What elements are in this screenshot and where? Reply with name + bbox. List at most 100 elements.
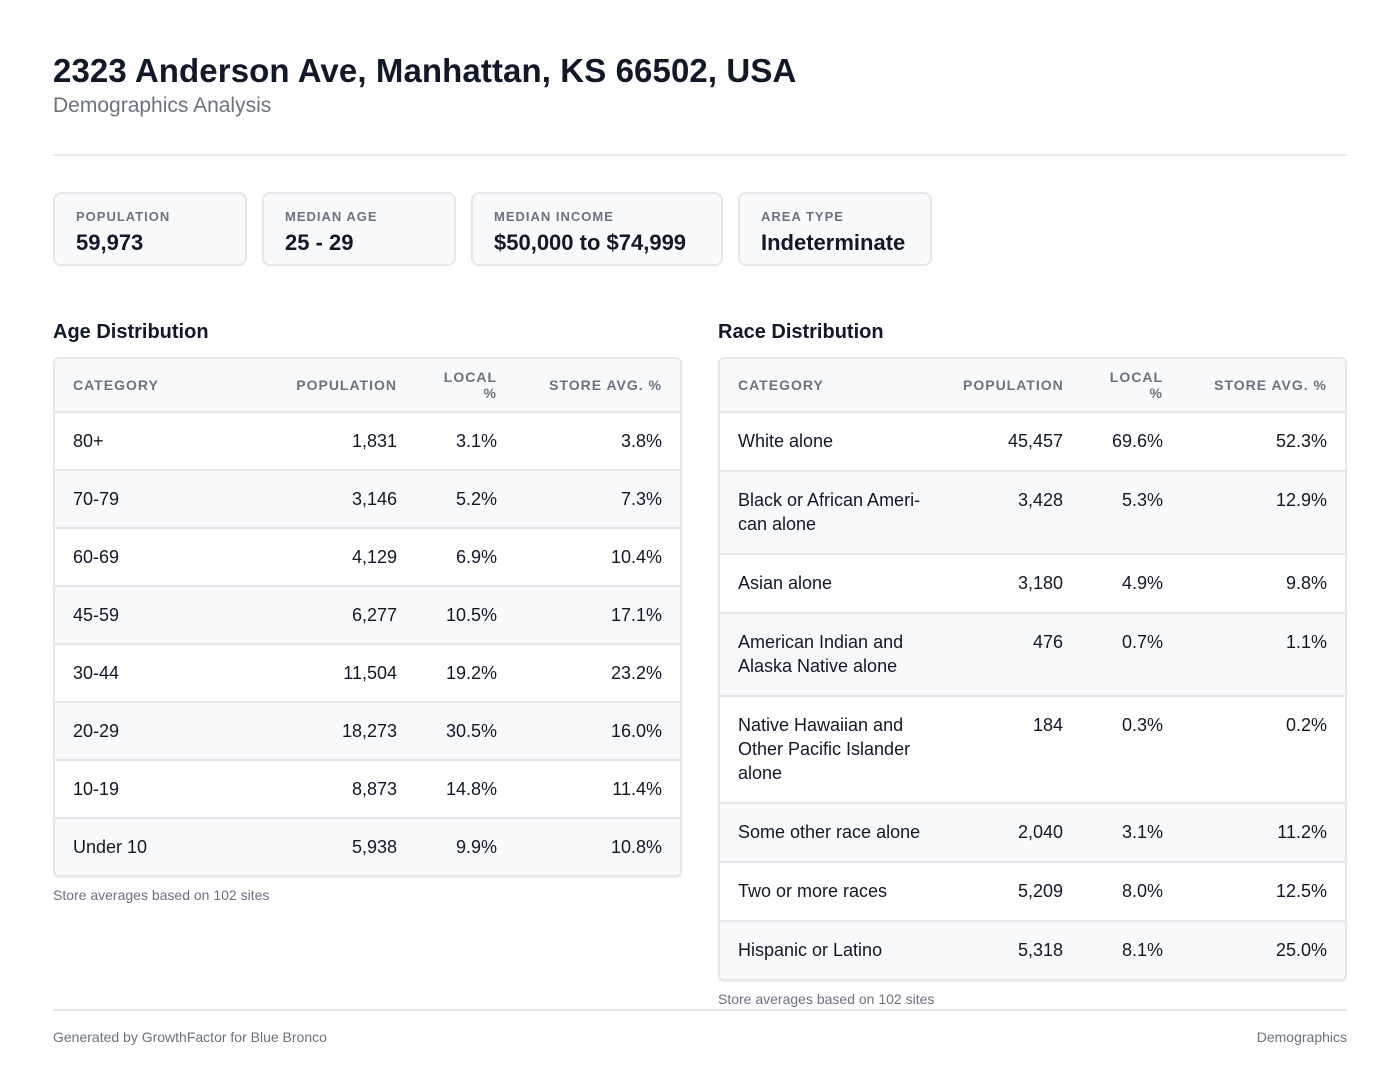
cell-local-pct: 69.6%	[1111, 431, 1163, 451]
table-row: Native Hawaiian and Other Pacific Island…	[720, 695, 1345, 803]
column-header-category: CATEGORY	[720, 359, 945, 413]
cell-store-avg-pct: 11.2%	[1181, 802, 1345, 862]
column-header-local-pct: LOCAL %	[415, 359, 515, 413]
cell-population: 18,273	[265, 701, 415, 760]
column-header-local-pct: LOCAL %	[1081, 359, 1181, 413]
table-row: White alone 45,457 69.6% 52.3%	[720, 412, 1345, 471]
race-table-container: CATEGORY POPULATION LOCAL % STORE AVG. %…	[718, 357, 1347, 981]
column-header-population: POPULATION	[945, 359, 1081, 413]
cell-population: 3,428	[945, 470, 1081, 554]
table-row: Two or more races 5,209 8.0% 12.5%	[720, 861, 1345, 921]
cell-local-pct: 8.1%	[1081, 920, 1181, 979]
cell-category: Hispanic or Latino	[720, 920, 945, 979]
cell-local-pct: 10.5%	[415, 585, 515, 644]
cell-store-avg-pct: 25.0%	[1181, 920, 1345, 979]
column-header-population: POPULATION	[265, 359, 415, 413]
cell-category: 80+	[73, 431, 104, 451]
table-row: 30-44 11,504 19.2% 23.2%	[55, 643, 680, 702]
table-row: 80+ 1,831 3.1% 3.8%	[55, 412, 680, 470]
cell-local-pct: 19.2%	[415, 643, 515, 702]
report-header: 2323 Anderson Ave, Manhattan, KS 66502, …	[53, 0, 1347, 156]
footer-credit: Generated by GrowthFactor for Blue Bronc…	[53, 1029, 327, 1045]
cell-category: 30-44	[55, 643, 265, 702]
cell-local-pct: 0.3%	[1081, 695, 1181, 803]
column-header-category: CATEGORY	[55, 359, 265, 413]
stat-value: 59,973	[76, 230, 144, 255]
cell-store-avg-pct: 11.4%	[515, 759, 680, 818]
cell-local-pct: 5.3%	[1081, 470, 1181, 554]
table-row: Asian alone 3,180 4.9% 9.8%	[720, 553, 1345, 613]
section-title: Race Distribution	[718, 321, 884, 343]
cell-store-avg-pct: 0.2%	[1181, 695, 1345, 803]
cell-population: 11,504	[265, 643, 415, 702]
stat-value: $50,000 to $74,999	[494, 230, 687, 255]
cell-population: 5,938	[265, 817, 415, 875]
report-footer: Generated by GrowthFactor for Blue Bronc…	[53, 1009, 1347, 1045]
cell-category: Under 10	[55, 817, 265, 875]
cell-population: 45,457	[1007, 431, 1063, 451]
cell-category: Native Hawaiian and Other Pacific Island…	[720, 695, 945, 803]
cell-population: 5,209	[945, 861, 1081, 921]
page-subtitle: Demographics Analysis	[53, 94, 272, 117]
table-row: 20-29 18,273 30.5% 16.0%	[55, 701, 680, 760]
page-title: 2323 Anderson Ave, Manhattan, KS 66502, …	[53, 52, 797, 89]
stat-label: MEDIAN INCOME	[494, 209, 614, 224]
cell-store-avg-pct: 16.0%	[515, 701, 680, 760]
cell-population: 5,318	[945, 920, 1081, 979]
cell-population: 4,129	[265, 527, 415, 586]
cell-category: Black or African Ameri- can alone	[720, 470, 945, 554]
cell-store-avg-pct: 17.1%	[515, 585, 680, 644]
cell-local-pct: 14.8%	[415, 759, 515, 818]
race-table: CATEGORY POPULATION LOCAL % STORE AVG. %…	[720, 359, 1345, 979]
cell-store-avg-pct: 10.8%	[515, 817, 680, 875]
table-row: 70-79 3,146 5.2% 7.3%	[55, 469, 680, 528]
cell-population: 3,146	[265, 469, 415, 528]
cell-store-avg-pct: 12.9%	[1181, 470, 1345, 554]
cell-category: American Indian and Alaska Native alone	[720, 612, 945, 696]
cell-local-pct: 3.1%	[455, 431, 497, 451]
cell-population: 8,873	[265, 759, 415, 818]
cell-store-avg-pct: 3.8%	[620, 431, 662, 451]
stat-value: 25 - 29	[285, 230, 354, 255]
stat-label: POPULATION	[76, 209, 171, 224]
cell-population: 2,040	[945, 802, 1081, 862]
cell-category: 10-19	[55, 759, 265, 818]
race-distribution-section: Race Distribution CATEGORY POPULATION LO…	[718, 318, 1347, 1008]
cell-category: 70-79	[55, 469, 265, 528]
table-row: Some other race alone 2,040 3.1% 11.2%	[720, 802, 1345, 862]
footer-section-label: Demographics	[1256, 1029, 1347, 1045]
cell-local-pct: 6.9%	[415, 527, 515, 586]
cell-category: White alone	[738, 431, 834, 451]
cell-local-pct: 3.1%	[1081, 802, 1181, 862]
stat-value: Indeterminate	[761, 230, 906, 255]
section-title: Age Distribution	[53, 321, 209, 343]
cell-store-avg-pct: 10.4%	[515, 527, 680, 586]
table-row: 10-19 8,873 14.8% 11.4%	[55, 759, 680, 818]
stat-label: MEDIAN AGE	[285, 209, 378, 224]
table-row: Black or African Ameri- can alone 3,428 5.…	[720, 470, 1345, 554]
stat-card-median-age: MEDIAN AGE 25 - 29	[262, 192, 456, 266]
cell-category: Asian alone	[720, 553, 945, 613]
age-table: CATEGORY POPULATION LOCAL % STORE AVG. %…	[55, 359, 680, 875]
cell-local-pct: 0.7%	[1081, 612, 1181, 696]
table-header-row: CATEGORY POPULATION LOCAL % STORE AVG. %	[55, 359, 680, 413]
race-table-body: White alone 45,457 69.6% 52.3% Black or Afri…	[720, 412, 1345, 979]
age-distribution-section: Age Distribution CATEGORY POPULATION LOC…	[53, 318, 682, 904]
stat-label: AREA TYPE	[761, 209, 844, 224]
table-row: Under 10 5,938 9.9% 10.8%	[55, 817, 680, 875]
stat-card-area-type: AREA TYPE Indeterminate	[738, 192, 932, 266]
cell-population: 476	[945, 612, 1081, 696]
cell-local-pct: 4.9%	[1081, 553, 1181, 613]
cell-local-pct: 5.2%	[415, 469, 515, 528]
cell-population: 6,277	[265, 585, 415, 644]
column-header-store-avg-pct: STORE AVG. %	[515, 359, 680, 413]
cell-store-avg-pct: 7.3%	[515, 469, 680, 528]
age-table-body: 80+ 1,831 3.1% 3.8% 70-79 3,146 5.2% 7.3% 60-69 4…	[55, 412, 680, 875]
cell-store-avg-pct: 23.2%	[515, 643, 680, 702]
table-footnote: Store averages based on 102 sites	[53, 887, 270, 903]
cell-category: Two or more races	[720, 861, 945, 921]
cell-category: 20-29	[55, 701, 265, 760]
cell-store-avg-pct: 9.8%	[1181, 553, 1345, 613]
summary-stats: POPULATION 59,973 MEDIAN AGE 25 - 29 MED…	[53, 192, 1347, 266]
column-header-store-avg-pct: STORE AVG. %	[1181, 359, 1345, 413]
